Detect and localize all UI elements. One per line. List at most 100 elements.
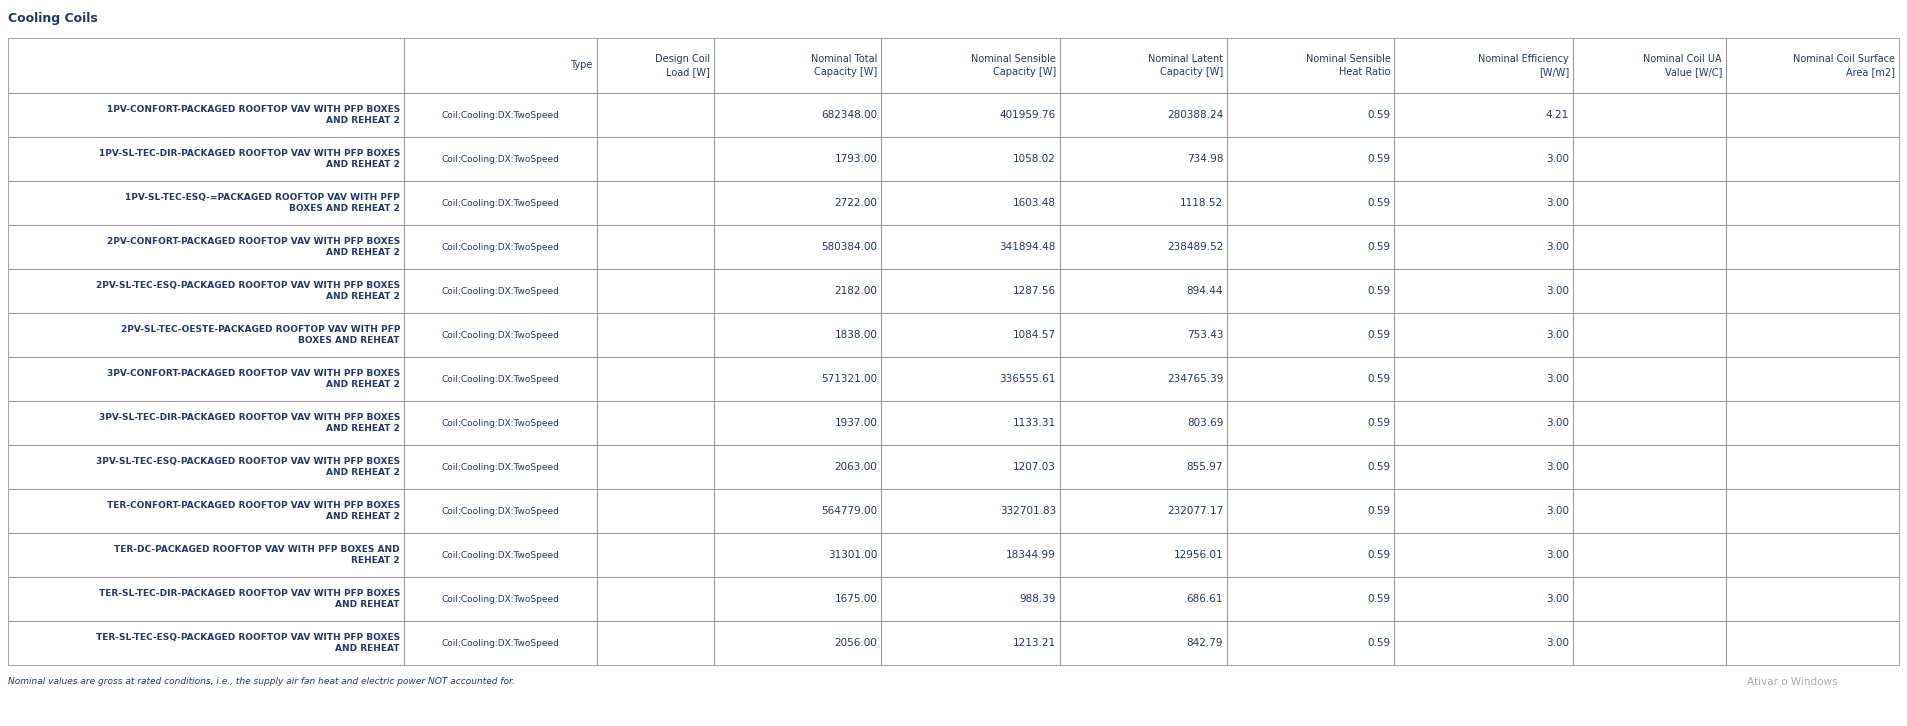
Bar	[1060, 313, 1228, 357]
Bar	[1573, 445, 1726, 489]
Bar	[404, 621, 597, 665]
Bar	[8, 38, 404, 93]
Bar	[1394, 181, 1573, 225]
Text: 0.59: 0.59	[1367, 506, 1390, 516]
Text: 3.00: 3.00	[1547, 242, 1569, 252]
Bar	[881, 445, 1060, 489]
Bar	[1726, 489, 1899, 533]
Text: 1084.57: 1084.57	[1013, 330, 1056, 340]
Bar	[881, 38, 1060, 93]
Text: Coil:Cooling:DX:TwoSpeed: Coil:Cooling:DX:TwoSpeed	[441, 242, 559, 251]
Text: Nominal Latent
Capacity [W]: Nominal Latent Capacity [W]	[1148, 54, 1222, 77]
Bar	[1228, 313, 1394, 357]
Text: 31301.00: 31301.00	[828, 550, 877, 560]
Text: 3PV-SL-TEC-ESQ-PACKAGED ROOFTOP VAV WITH PFP BOXES
AND REHEAT 2: 3PV-SL-TEC-ESQ-PACKAGED ROOFTOP VAV WITH…	[95, 457, 400, 477]
Bar	[597, 38, 713, 93]
Bar	[881, 401, 1060, 445]
Bar	[8, 577, 404, 621]
Text: 1793.00: 1793.00	[835, 154, 877, 164]
Bar	[1228, 93, 1394, 137]
Bar	[1726, 137, 1899, 181]
Text: 0.59: 0.59	[1367, 550, 1390, 560]
Bar	[713, 38, 881, 93]
Text: 1213.21: 1213.21	[1013, 638, 1056, 648]
Text: 1PV-SL-TEC-DIR-PACKAGED ROOFTOP VAV WITH PFP BOXES
AND REHEAT 2: 1PV-SL-TEC-DIR-PACKAGED ROOFTOP VAV WITH…	[99, 149, 400, 169]
Bar	[597, 533, 713, 577]
Bar	[1394, 93, 1573, 137]
Bar	[1060, 269, 1228, 313]
Bar	[1228, 357, 1394, 401]
Bar	[881, 269, 1060, 313]
Text: 1133.31: 1133.31	[1013, 418, 1056, 428]
Bar	[1060, 533, 1228, 577]
Text: 1058.02: 1058.02	[1013, 154, 1056, 164]
Bar	[713, 313, 881, 357]
Bar	[1726, 621, 1899, 665]
Text: 1838.00: 1838.00	[835, 330, 877, 340]
Bar	[1394, 269, 1573, 313]
Bar	[881, 577, 1060, 621]
Bar	[1228, 577, 1394, 621]
Bar	[597, 225, 713, 269]
Text: 1207.03: 1207.03	[1013, 462, 1056, 472]
Bar	[713, 445, 881, 489]
Bar	[1060, 93, 1228, 137]
Text: Coil:Cooling:DX:TwoSpeed: Coil:Cooling:DX:TwoSpeed	[441, 595, 559, 603]
Bar	[8, 533, 404, 577]
Bar	[597, 577, 713, 621]
Text: 3.00: 3.00	[1547, 506, 1569, 516]
Bar	[1726, 313, 1899, 357]
Text: 2PV-SL-TEC-OESTE-PACKAGED ROOFTOP VAV WITH PFP
BOXES AND REHEAT: 2PV-SL-TEC-OESTE-PACKAGED ROOFTOP VAV WI…	[120, 325, 400, 345]
Bar	[1573, 181, 1726, 225]
Text: 0.59: 0.59	[1367, 110, 1390, 120]
Bar	[713, 489, 881, 533]
Text: 2056.00: 2056.00	[835, 638, 877, 648]
Text: 734.98: 734.98	[1186, 154, 1222, 164]
Text: Nominal Total
Capacity [W]: Nominal Total Capacity [W]	[810, 54, 877, 77]
Text: Coil:Cooling:DX:TwoSpeed: Coil:Cooling:DX:TwoSpeed	[441, 418, 559, 428]
Bar	[1573, 313, 1726, 357]
Text: 1118.52: 1118.52	[1180, 198, 1222, 208]
Bar	[1726, 577, 1899, 621]
Bar	[1726, 38, 1899, 93]
Bar	[404, 269, 597, 313]
Bar	[1573, 577, 1726, 621]
Text: 3PV-SL-TEC-DIR-PACKAGED ROOFTOP VAV WITH PFP BOXES
AND REHEAT 2: 3PV-SL-TEC-DIR-PACKAGED ROOFTOP VAV WITH…	[99, 413, 400, 433]
Bar	[8, 357, 404, 401]
Bar	[1060, 357, 1228, 401]
Bar	[1394, 577, 1573, 621]
Bar	[8, 621, 404, 665]
Bar	[597, 401, 713, 445]
Bar	[1394, 313, 1573, 357]
Text: 3.00: 3.00	[1547, 418, 1569, 428]
Text: Design Coil
Load [W]: Design Coil Load [W]	[654, 54, 709, 77]
Bar	[1573, 533, 1726, 577]
Text: 4.21: 4.21	[1547, 110, 1569, 120]
Bar	[1060, 38, 1228, 93]
Bar	[1060, 225, 1228, 269]
Bar	[1060, 489, 1228, 533]
Bar	[1394, 38, 1573, 93]
Text: TER-SL-TEC-ESQ-PACKAGED ROOFTOP VAV WITH PFP BOXES
AND REHEAT: TER-SL-TEC-ESQ-PACKAGED ROOFTOP VAV WITH…	[95, 633, 400, 653]
Bar	[713, 357, 881, 401]
Bar	[1573, 621, 1726, 665]
Bar	[1573, 38, 1726, 93]
Text: 855.97: 855.97	[1186, 462, 1222, 472]
Bar	[1060, 181, 1228, 225]
Bar	[404, 137, 597, 181]
Bar	[404, 489, 597, 533]
Text: 842.79: 842.79	[1186, 638, 1222, 648]
Text: Nominal Sensible
Capacity [W]: Nominal Sensible Capacity [W]	[971, 54, 1056, 77]
Bar	[1726, 445, 1899, 489]
Text: 3.00: 3.00	[1547, 462, 1569, 472]
Text: 682348.00: 682348.00	[822, 110, 877, 120]
Text: 2PV-CONFORT-PACKAGED ROOFTOP VAV WITH PFP BOXES
AND REHEAT 2: 2PV-CONFORT-PACKAGED ROOFTOP VAV WITH PF…	[107, 237, 400, 257]
Bar	[713, 137, 881, 181]
Bar	[1228, 533, 1394, 577]
Bar	[8, 225, 404, 269]
Text: 3.00: 3.00	[1547, 154, 1569, 164]
Text: 336555.61: 336555.61	[999, 374, 1056, 384]
Text: Nominal Sensible
Heat Ratio: Nominal Sensible Heat Ratio	[1306, 54, 1390, 77]
Text: Coil:Cooling:DX:TwoSpeed: Coil:Cooling:DX:TwoSpeed	[441, 110, 559, 120]
Text: 234765.39: 234765.39	[1167, 374, 1222, 384]
